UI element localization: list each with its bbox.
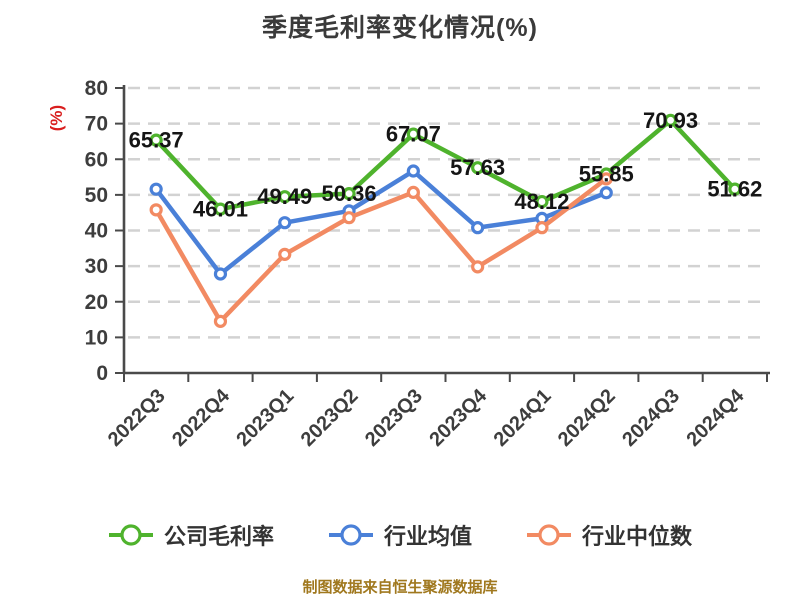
legend: 公司毛利率 行业均值 行业中位数 bbox=[0, 519, 800, 551]
svg-text:60: 60 bbox=[85, 148, 108, 171]
series-行业中位数 bbox=[149, 172, 613, 328]
svg-text:50.36: 50.36 bbox=[322, 181, 377, 206]
svg-text:55.85: 55.85 bbox=[579, 162, 634, 187]
svg-text:80: 80 bbox=[85, 77, 108, 100]
data-point-marker bbox=[213, 314, 228, 328]
svg-text:2023Q1: 2023Q1 bbox=[232, 385, 298, 451]
chart-title: 季度毛利率变化情况(%) bbox=[262, 14, 538, 42]
data-point-marker bbox=[471, 161, 485, 175]
legend-label-company-margin: 公司毛利率 bbox=[163, 524, 274, 549]
data-point-marker bbox=[278, 190, 292, 204]
legend-item-industry-median[interactable]: 行业中位数 bbox=[526, 519, 692, 551]
data-point-marker bbox=[213, 202, 228, 216]
data-point-marker bbox=[342, 211, 356, 225]
data-point-marker bbox=[278, 247, 292, 261]
svg-text:2024Q3: 2024Q3 bbox=[618, 385, 684, 451]
legend-item-company-margin[interactable]: 公司毛利率 bbox=[108, 519, 274, 551]
grid-lines bbox=[128, 86, 767, 339]
data-point-marker bbox=[278, 216, 292, 230]
data-point-marker bbox=[471, 221, 485, 235]
x-axis-tick-labels: 2022Q32022Q42023Q12023Q22023Q32023Q42024… bbox=[104, 384, 749, 451]
svg-text:2023Q4: 2023Q4 bbox=[425, 384, 492, 451]
svg-text:57.63: 57.63 bbox=[450, 155, 505, 180]
data-point-marker bbox=[663, 113, 678, 127]
data-point-marker bbox=[599, 186, 613, 200]
data-point-marker bbox=[213, 267, 228, 281]
svg-text:67.07: 67.07 bbox=[386, 122, 441, 147]
svg-text:46.01: 46.01 bbox=[193, 197, 248, 222]
data-point-marker bbox=[342, 186, 356, 201]
svg-text:49.49: 49.49 bbox=[257, 184, 312, 209]
svg-text:10: 10 bbox=[85, 326, 108, 349]
data-point-marker bbox=[149, 203, 163, 217]
data-point-marker bbox=[149, 133, 163, 147]
y-axis-tick-labels: 0 10 20 30 40 50 60 70 80 bbox=[85, 77, 108, 385]
legend-item-industry-mean[interactable]: 行业均值 bbox=[328, 519, 472, 551]
data-point-marker bbox=[406, 164, 420, 178]
svg-text:20: 20 bbox=[85, 291, 108, 314]
industry-median-legend-marker-icon bbox=[527, 524, 571, 546]
legend-label-industry-median: 行业中位数 bbox=[582, 524, 693, 549]
series-data-labels: 65.37 46.01 49.49 50.36 67.07 57.63 48.12 55.85… bbox=[129, 108, 763, 222]
data-source-note: 制图数据来自恒生聚源数据库 bbox=[302, 579, 498, 596]
svg-text:70.93: 70.93 bbox=[643, 108, 698, 133]
svg-text:2024Q1: 2024Q1 bbox=[490, 385, 556, 451]
industry-mean-legend-marker-icon bbox=[328, 524, 373, 546]
series-公司毛利率 bbox=[149, 113, 742, 216]
svg-text:2022Q3: 2022Q3 bbox=[104, 385, 170, 451]
svg-text:70: 70 bbox=[85, 113, 108, 136]
axes bbox=[115, 85, 770, 382]
svg-text:2023Q3: 2023Q3 bbox=[361, 385, 427, 451]
svg-text:2023Q2: 2023Q2 bbox=[297, 385, 363, 451]
data-point-marker bbox=[471, 260, 485, 274]
svg-text:40: 40 bbox=[85, 220, 108, 243]
svg-text:50: 50 bbox=[85, 184, 108, 207]
svg-text:48.12: 48.12 bbox=[514, 189, 569, 214]
svg-text:2024Q4: 2024Q4 bbox=[683, 384, 750, 451]
data-point-marker bbox=[406, 185, 420, 199]
svg-text:0: 0 bbox=[96, 362, 108, 385]
data-point-marker bbox=[535, 194, 549, 209]
data-point-marker bbox=[406, 127, 420, 141]
legend-label-industry-mean: 行业均值 bbox=[383, 524, 472, 549]
data-point-marker bbox=[535, 221, 549, 235]
data-point-marker bbox=[599, 172, 613, 186]
svg-text:65.37: 65.37 bbox=[129, 128, 184, 153]
svg-text:2022Q4: 2022Q4 bbox=[168, 384, 235, 451]
company-margin-legend-marker-icon bbox=[108, 524, 153, 546]
data-point-marker bbox=[149, 182, 163, 196]
svg-text:2024Q2: 2024Q2 bbox=[554, 385, 620, 451]
svg-text:51.62: 51.62 bbox=[707, 177, 762, 202]
data-point-marker bbox=[728, 182, 742, 196]
svg-text:30: 30 bbox=[85, 255, 108, 278]
